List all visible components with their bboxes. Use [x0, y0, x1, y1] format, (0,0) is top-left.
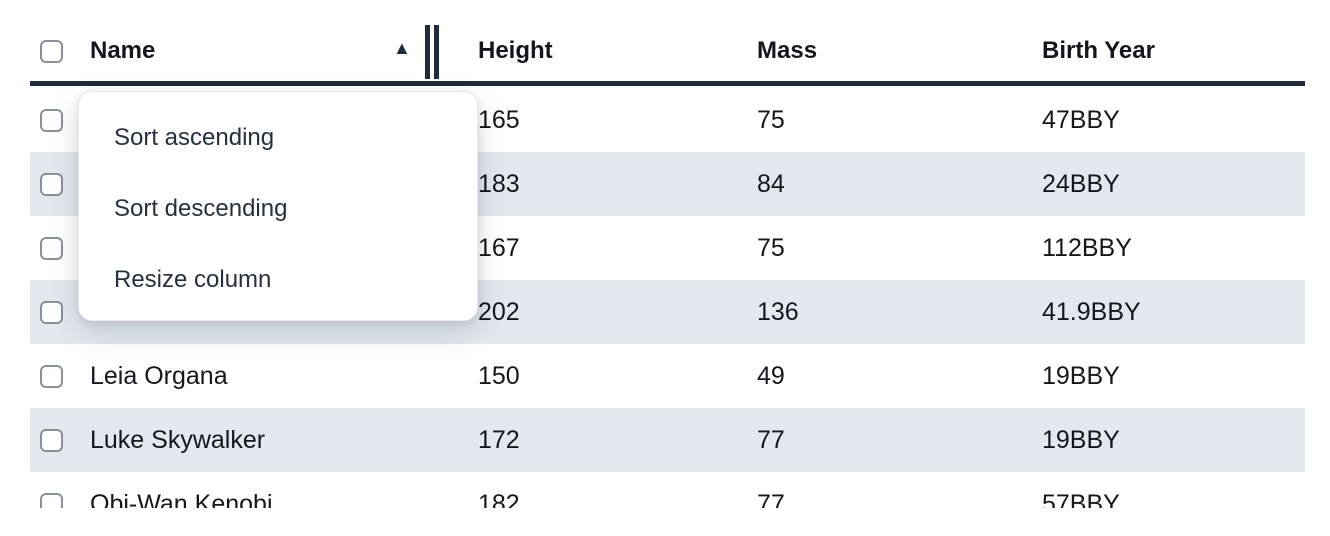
cell-birth-year: 47BBY	[1042, 105, 1120, 134]
table-row: 165 75 47BBY	[30, 88, 1305, 152]
cell-height: 182	[478, 489, 520, 509]
cell-mass: 136	[757, 297, 799, 326]
cell-mass: 84	[757, 169, 785, 198]
table-header-row: Name Height Mass Birth Year ▲	[30, 0, 1305, 86]
column-header-mass[interactable]: Mass	[757, 37, 818, 64]
row-checkbox[interactable]	[40, 492, 63, 508]
cell-name: Luke Skywalker	[90, 425, 266, 454]
select-all-cell	[30, 39, 78, 63]
checkbox-cell	[30, 236, 78, 260]
cell-height: 172	[478, 425, 520, 454]
cell-mass: 75	[757, 105, 785, 134]
cell-height: 165	[478, 105, 520, 134]
resize-bar	[434, 25, 439, 79]
menu-item-sort-descending[interactable]: Sort descending	[114, 194, 288, 222]
cell-mass: 75	[757, 233, 785, 262]
column-context-menu: Sort ascending Sort descending Resize co…	[78, 91, 478, 321]
sort-ascending-icon: ▲	[393, 38, 411, 58]
checkbox-cell	[30, 492, 78, 508]
menu-item-resize-column[interactable]: Resize column	[114, 265, 272, 293]
cell-name: Obi-Wan Kenobi	[90, 489, 273, 509]
resize-bar	[425, 25, 430, 79]
row-checkbox[interactable]	[40, 428, 63, 452]
cell-birth-year: 24BBY	[1042, 169, 1120, 198]
row-checkbox[interactable]	[40, 236, 63, 260]
checkbox-cell	[30, 364, 78, 388]
select-all-checkbox[interactable]	[40, 39, 63, 63]
table-row: Leia Organa 150 49 19BBY	[30, 344, 1305, 408]
cell-mass: 77	[757, 489, 785, 509]
cell-birth-year: 41.9BBY	[1042, 297, 1141, 326]
column-header-name[interactable]: Name	[90, 37, 156, 64]
cell-birth-year: 19BBY	[1042, 361, 1120, 390]
cell-birth-year: 57BBY	[1042, 489, 1120, 509]
cell-birth-year: 19BBY	[1042, 425, 1120, 454]
row-checkbox[interactable]	[40, 108, 63, 132]
row-checkbox[interactable]	[40, 172, 63, 196]
row-checkbox[interactable]	[40, 364, 63, 388]
cell-height: 150	[478, 361, 520, 390]
menu-item-sort-ascending[interactable]: Sort ascending	[114, 123, 275, 151]
cell-height: 202	[478, 297, 520, 326]
cell-height: 167	[478, 233, 520, 262]
cell-mass: 49	[757, 361, 785, 390]
table-row: 167 75 112BBY	[30, 216, 1305, 280]
table-row: Obi-Wan Kenobi 182 77 57BBY	[30, 472, 1305, 508]
table-row: Luke Skywalker 172 77 19BBY	[30, 408, 1305, 472]
column-header-birth-year[interactable]: Birth Year	[1042, 37, 1155, 64]
cell-name: Leia Organa	[90, 361, 228, 390]
cell-mass: 77	[757, 425, 785, 454]
column-header-height[interactable]: Height	[478, 37, 553, 64]
checkbox-cell	[30, 108, 78, 132]
column-resize-handle-icon[interactable]	[425, 25, 439, 79]
checkbox-cell	[30, 428, 78, 452]
checkbox-cell	[30, 300, 78, 324]
cell-birth-year: 112BBY	[1042, 233, 1132, 262]
checkbox-cell	[30, 172, 78, 196]
row-checkbox[interactable]	[40, 300, 63, 324]
cell-height: 183	[478, 169, 520, 198]
